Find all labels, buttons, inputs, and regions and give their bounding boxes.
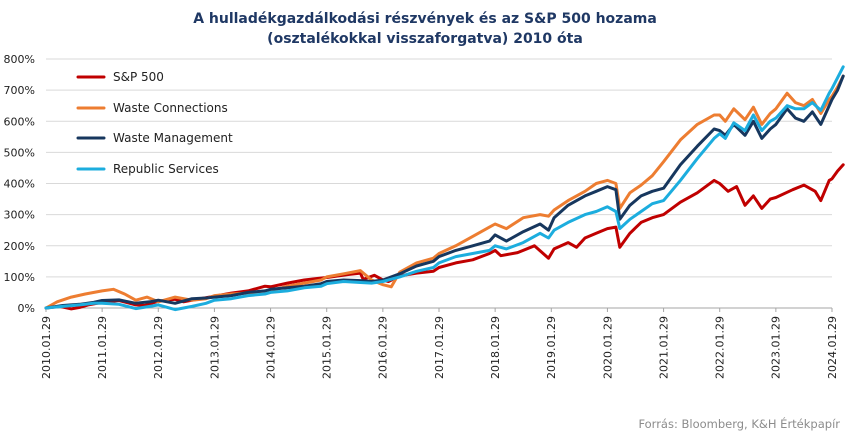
x-axis: 2010.01.29 2011.01.29 2012.01.29 2013.01.29… [40,308,839,379]
legend-label: Waste Management [113,131,233,145]
y-tick-label: 300% [4,209,35,222]
series-line-2 [44,74,845,310]
x-tick-label: 2010.01.29 [40,316,53,379]
x-tick-label: 2012.01.29 [152,316,165,379]
x-tick-label: 2019.01.29 [545,316,558,379]
x-tick-label: 2022.01.29 [714,316,727,379]
y-tick-label: 100% [4,271,35,284]
y-tick-label: 500% [4,146,35,159]
x-tick-label: 2014.01.29 [264,316,277,379]
x-tick-label: 2016.01.29 [377,316,390,379]
y-tick-label: 700% [4,84,35,97]
gridlines [46,58,832,309]
chart-title-line-2: (osztalékokkal visszaforgatva) 2010 óta [267,31,583,47]
x-tick-label: 2024.01.29 [826,316,839,379]
source-note: Forrás: Bloomberg, K&H Értékpapír [638,416,840,431]
y-tick-label: 200% [4,240,35,253]
y-tick-label: 0% [18,302,35,315]
legend-label: Waste Connections [113,101,228,115]
series-lines [44,65,845,312]
x-tick-label: 2011.01.29 [96,316,109,379]
x-tick-label: 2017.01.29 [433,316,446,379]
y-axis: 0% 100% 200% 300% 400% 500% 600% 700% 800% [4,53,35,315]
x-tick-label: 2015.01.29 [321,316,334,379]
x-tick-label: 2018.01.29 [489,316,502,379]
y-tick-label: 800% [4,53,35,66]
series-line-0 [44,163,845,311]
legend: S&P 500 Waste Connections Waste Management… [76,70,233,176]
y-tick-label: 400% [4,178,35,191]
legend-label: Republic Services [113,162,219,176]
x-tick-label: 2013.01.29 [208,316,221,379]
x-tick-label: 2023.01.29 [770,316,783,379]
legend-label: S&P 500 [113,70,164,84]
series-line-3 [44,65,845,312]
y-tick-label: 600% [4,115,35,128]
chart-title-line-1: A hulladékgazdálkodási részvények és az … [193,11,657,27]
x-tick-label: 2020.01.29 [601,316,614,379]
x-tick-label: 2021.01.29 [657,316,670,379]
